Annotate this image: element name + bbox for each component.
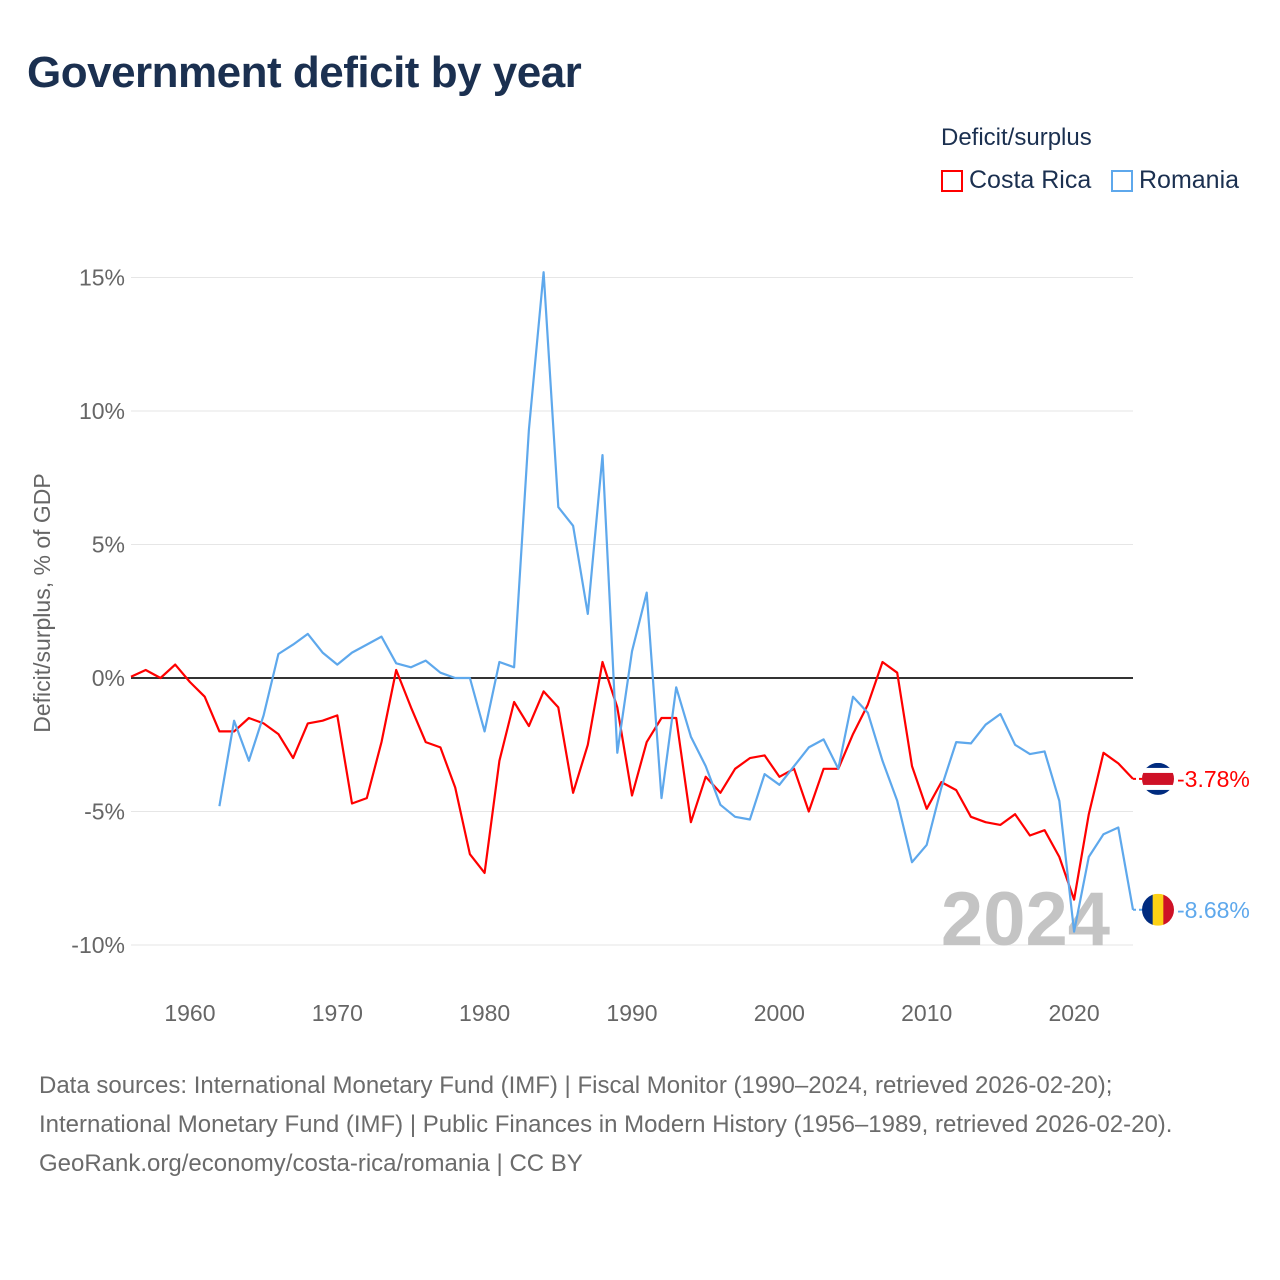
x-tick-label: 1960: [164, 1000, 215, 1026]
footer: Data sources: International Monetary Fun…: [39, 1066, 1239, 1183]
line-chart: 15% 10% 5% 0% -5% -10% 1960 1970 1980 1990 2000 201…: [29, 265, 1250, 1027]
y-tick-label: -5%: [84, 799, 125, 825]
flag-costa-rica-icon: [1142, 762, 1174, 795]
legend-swatch-romania: [1111, 169, 1133, 192]
y-tick-label: -10%: [71, 932, 125, 958]
y-tick-label: 15%: [79, 265, 125, 291]
x-tick-label: 2020: [1048, 1000, 1099, 1026]
data-sources: Data sources: International Monetary Fun…: [39, 1072, 1173, 1138]
flag-romania-icon: [1142, 893, 1174, 926]
series-line-costa-rica[interactable]: [130, 660, 1134, 901]
page-title: Government deficit by year: [27, 48, 582, 97]
x-tick-label: 1990: [606, 1000, 657, 1026]
x-tick-label: 2000: [754, 1000, 805, 1026]
legend-item-costa-rica[interactable]: Costa Rica: [941, 166, 1091, 195]
x-tick-label: 2010: [901, 1000, 952, 1026]
legend-title: Deficit/surplus: [941, 124, 1092, 151]
legend-label: Romania: [1139, 166, 1240, 194]
y-tick-label: 5%: [92, 532, 125, 558]
y-tick-label: 10%: [79, 398, 125, 424]
y-axis-label: Deficit/surplus, % of GDP: [29, 473, 55, 732]
legend-label: Costa Rica: [969, 166, 1092, 194]
end-value-label-romania: -8.68%: [1177, 897, 1250, 923]
x-tick-label: 1980: [459, 1000, 510, 1026]
series-line-romania[interactable]: [218, 271, 1135, 933]
legend-item-romania[interactable]: Romania: [1111, 166, 1239, 195]
legend-swatch-costa-rica: [941, 169, 963, 192]
y-tick-label: 0%: [92, 665, 125, 691]
x-tick-label: 1970: [312, 1000, 363, 1026]
end-value-label-costa-rica: -3.78%: [1177, 766, 1250, 792]
year-watermark: 2024: [941, 877, 1110, 962]
credit-link[interactable]: GeoRank.org/economy/costa-rica/romania |…: [39, 1150, 583, 1177]
